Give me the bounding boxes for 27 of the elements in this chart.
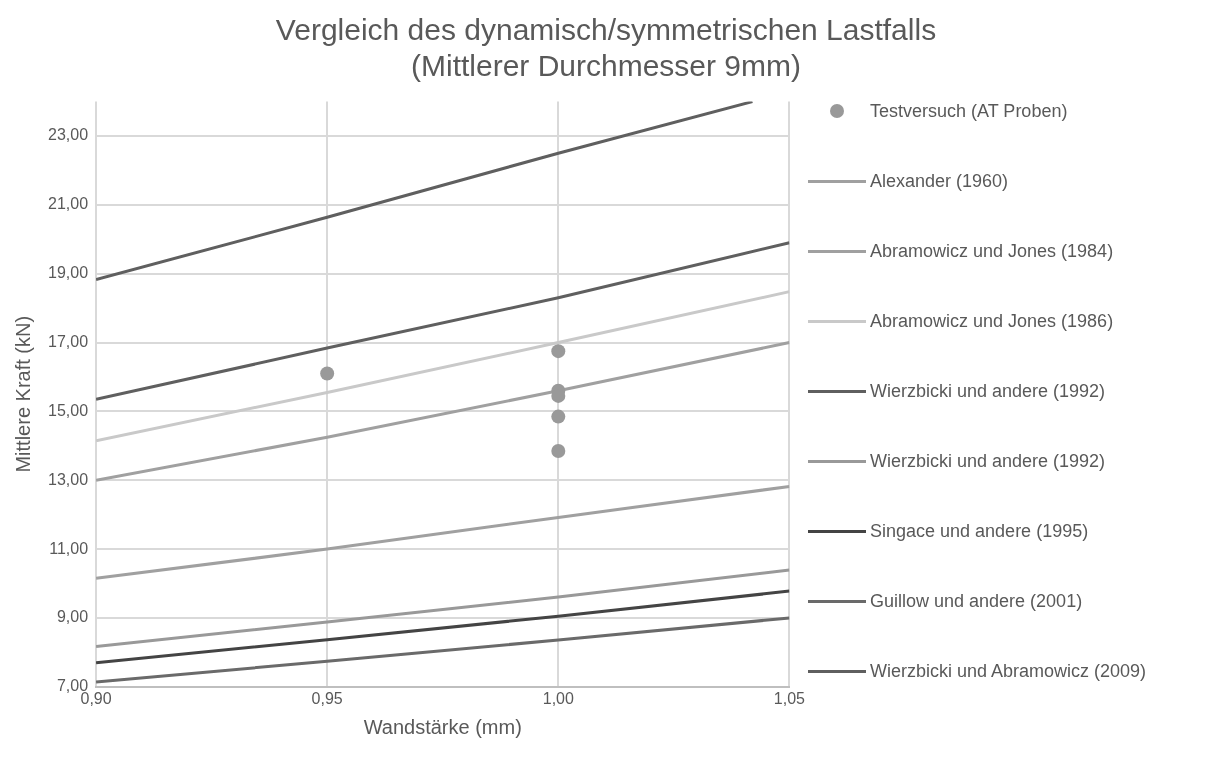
point bbox=[320, 366, 335, 381]
legend-label: Abramowicz und Jones (1984) bbox=[870, 240, 1114, 262]
point bbox=[551, 409, 566, 424]
x-tick-label: 1,05 bbox=[773, 689, 806, 707]
y-tick-label: 21,00 bbox=[47, 195, 89, 213]
y-tick-label: 23,00 bbox=[47, 126, 89, 144]
y-tick-label: 13,00 bbox=[47, 470, 89, 488]
legend-label: Singace und andere (1995) bbox=[870, 520, 1089, 542]
chart-title: Vergleich des dynamisch/symmetrischen Lastfalls (Mittlerer Durchmesser 9mm) bbox=[274, 12, 938, 84]
x-tick-label: 0,95 bbox=[311, 689, 343, 707]
point bbox=[551, 344, 566, 359]
y-tick-label: 19,00 bbox=[47, 264, 89, 282]
legend-label: Wierzbicki und andere (1992) bbox=[870, 380, 1106, 402]
x-axis-title: Wandstärke (mm) bbox=[363, 715, 522, 738]
point bbox=[551, 444, 566, 458]
legend-label: Testversuch (AT Proben) bbox=[870, 100, 1068, 122]
y-axis-title: Mittlere Kraft (kN) bbox=[11, 315, 34, 473]
y-tick-label: 9,00 bbox=[56, 608, 89, 626]
legend-label: Guillow und andere (2001) bbox=[870, 590, 1083, 612]
legend-label: Alexander (1960) bbox=[870, 170, 1009, 192]
x-tick-label: 1,00 bbox=[542, 689, 574, 707]
legend-label: Abramowicz und Jones (1986) bbox=[870, 310, 1114, 332]
y-tick-label: 17,00 bbox=[47, 332, 89, 350]
legend-label: Wierzbicki und andere (1992) bbox=[870, 450, 1106, 472]
y-tick-label: 11,00 bbox=[49, 539, 89, 557]
legend-label: Wierzbicki und Abramowicz (2009) bbox=[870, 660, 1147, 682]
y-tick-label: 15,00 bbox=[47, 401, 89, 419]
